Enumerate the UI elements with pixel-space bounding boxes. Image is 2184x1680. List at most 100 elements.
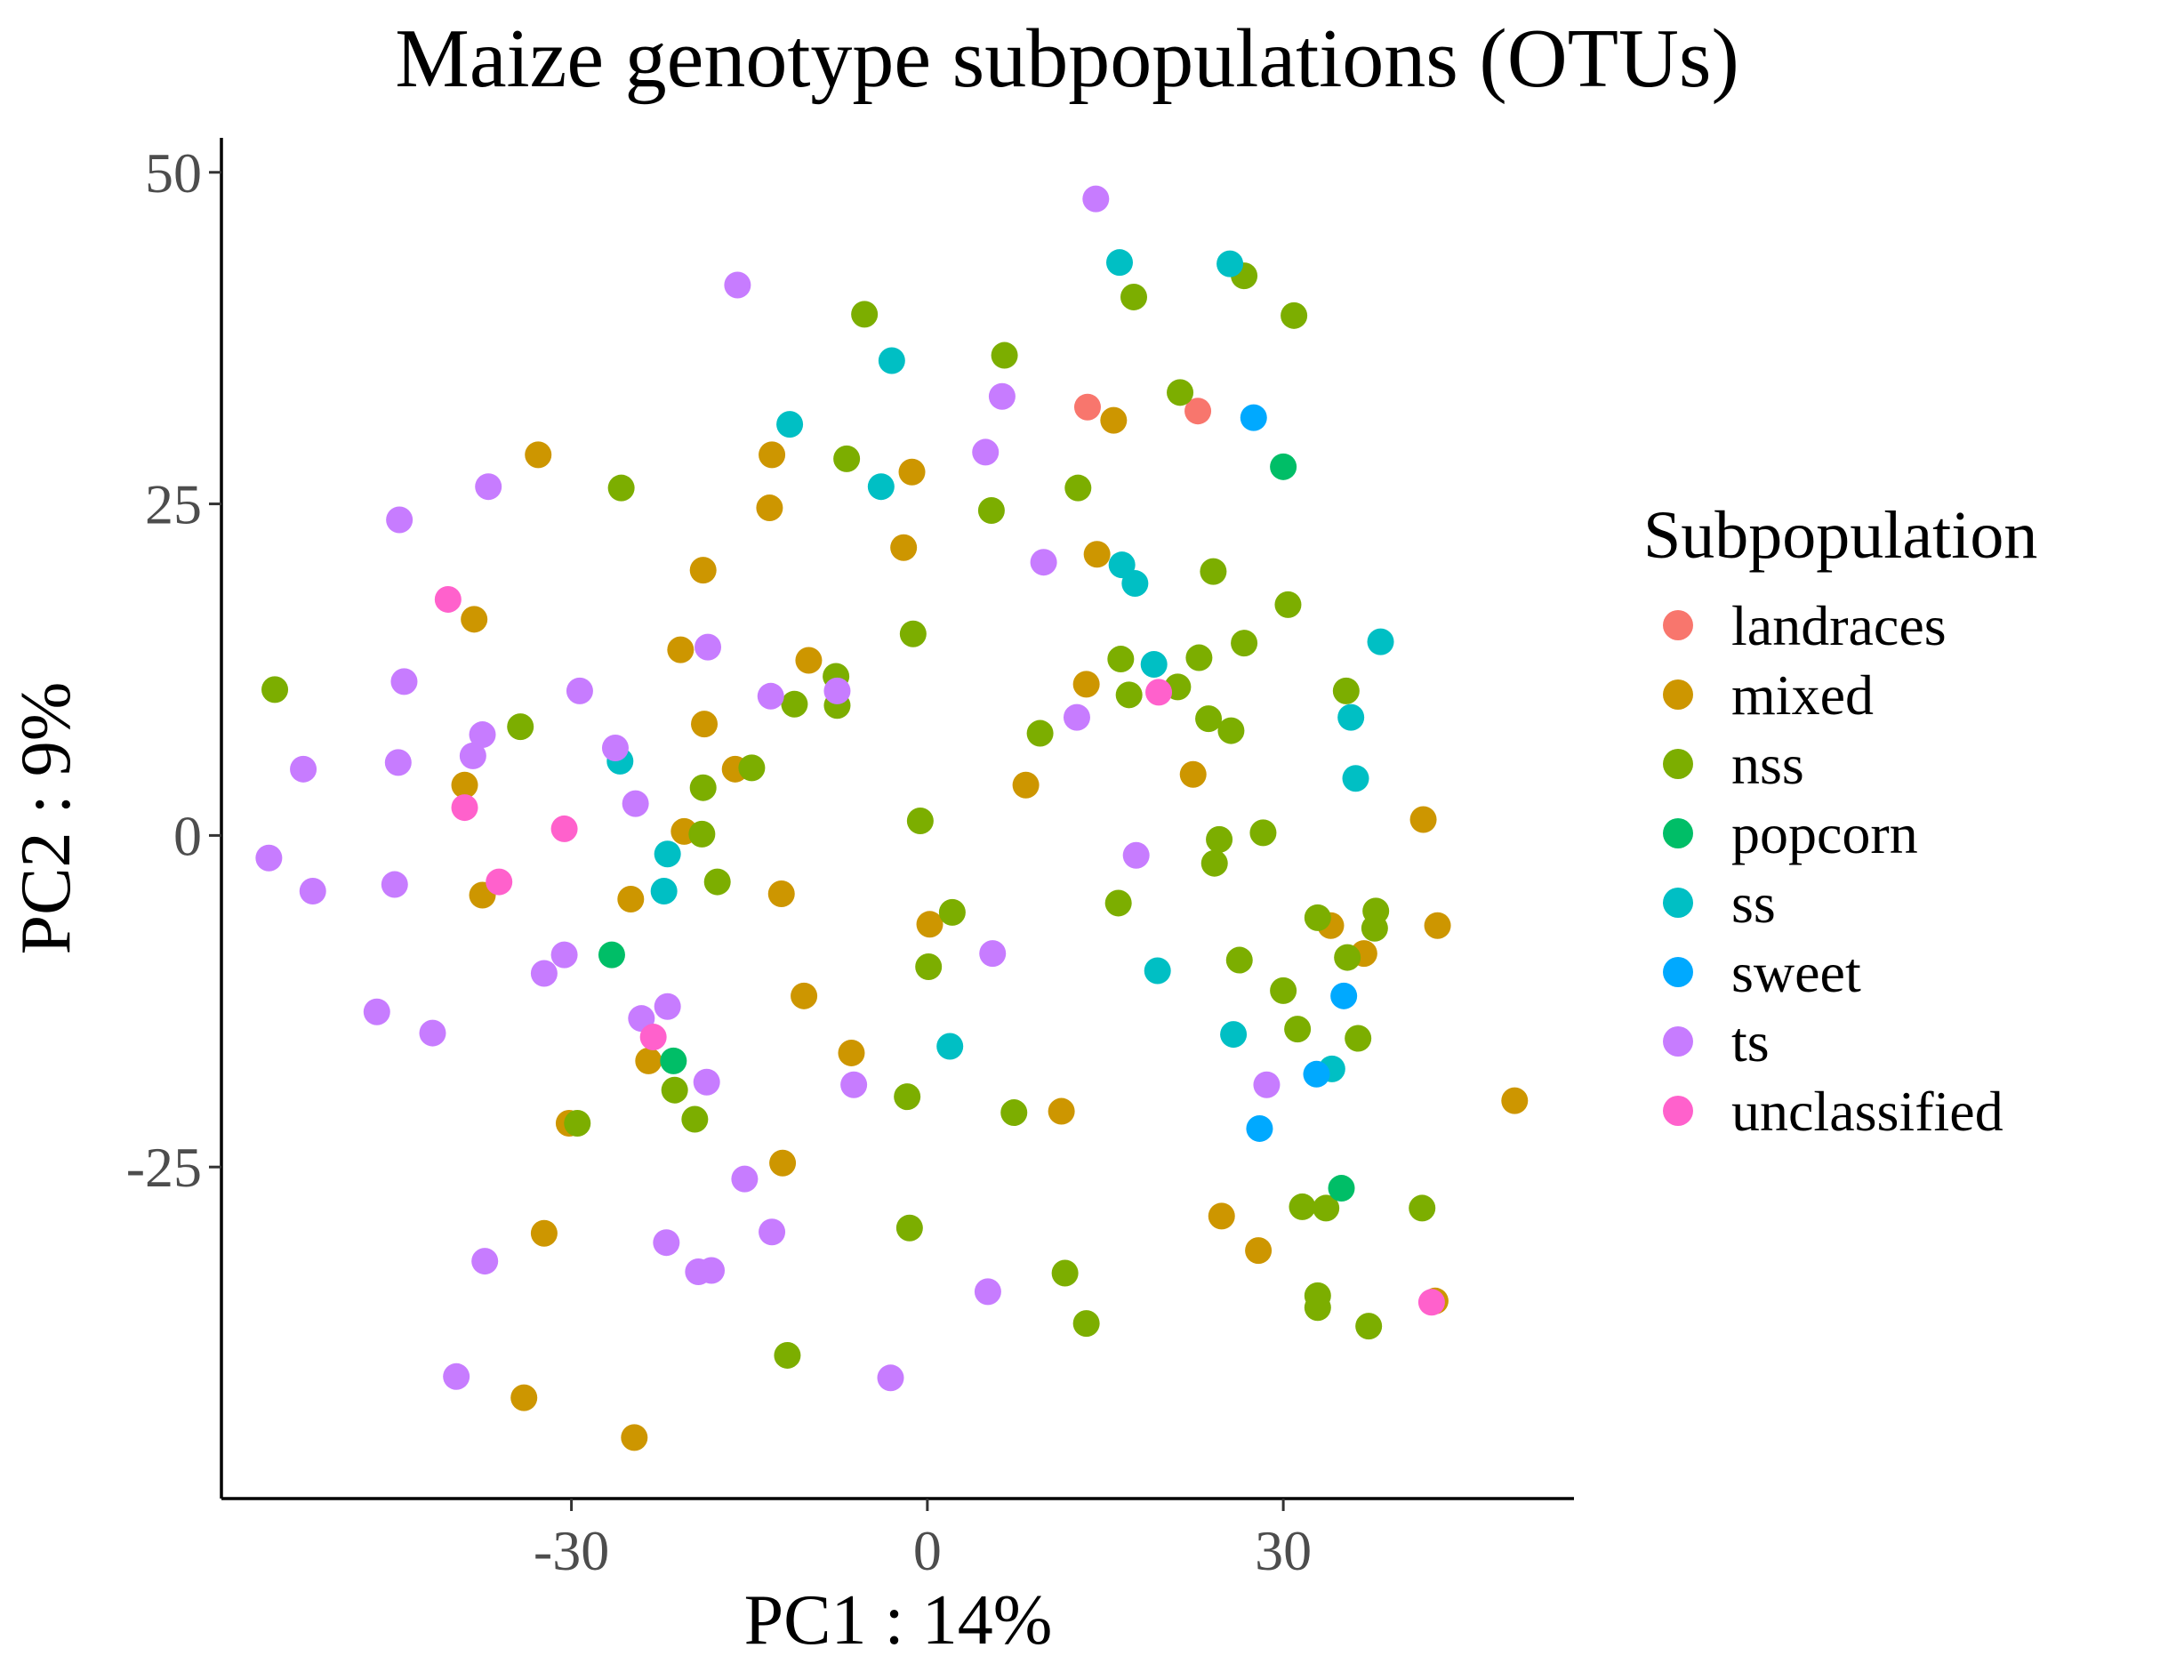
- legend-marker-nss: [1663, 749, 1693, 779]
- legend-marker-popcorn: [1663, 818, 1693, 848]
- x-axis-ticks: -30 0 30: [534, 1499, 1312, 1582]
- data-point-ts: [840, 1071, 868, 1098]
- data-point-mixed: [890, 534, 918, 561]
- data-point-popcorn: [598, 941, 625, 969]
- data-point-nss: [894, 1083, 921, 1111]
- data-point-unclassified: [1145, 679, 1173, 706]
- data-point-mixed: [1048, 1097, 1075, 1125]
- y-tick-label: 50: [145, 141, 202, 205]
- data-point-nss: [1409, 1194, 1436, 1222]
- legend-label-ts: ts: [1731, 1010, 1770, 1073]
- data-point-mixed: [1100, 406, 1128, 434]
- data-point-ss: [650, 878, 678, 905]
- legend-label-unclassified: unclassified: [1731, 1080, 2003, 1143]
- data-point-ss: [1108, 551, 1136, 579]
- y-axis-ticks: 50 25 0 -25: [126, 141, 221, 1199]
- data-point-landraces: [1073, 393, 1101, 421]
- data-point-ts: [601, 734, 629, 761]
- data-point-ts: [419, 1019, 446, 1047]
- data-point-nss: [1281, 301, 1308, 329]
- data-point-nss: [1249, 819, 1277, 847]
- data-point-mixed: [791, 982, 818, 1009]
- x-tick-label: 30: [1255, 1519, 1312, 1582]
- data-point-mixed: [1179, 760, 1207, 788]
- data-point-nss: [1115, 681, 1143, 709]
- data-point-mixed: [795, 647, 823, 674]
- data-point-mixed: [1245, 1237, 1273, 1265]
- data-point-ss: [776, 411, 804, 438]
- data-point-mixed: [530, 1219, 558, 1247]
- data-point-ts: [1082, 185, 1110, 213]
- data-point-unclassified: [639, 1024, 667, 1051]
- data-point-nss: [781, 690, 808, 718]
- data-point-mixed: [451, 771, 478, 799]
- data-point-nss: [507, 713, 534, 741]
- data-point-popcorn: [1270, 453, 1297, 480]
- legend-title: Subpopulation: [1643, 498, 2037, 573]
- data-point-ts: [654, 993, 681, 1020]
- data-point-nss: [1072, 1310, 1100, 1338]
- data-point-mixed: [525, 441, 552, 469]
- data-point-unclassified: [550, 815, 578, 842]
- data-point-nss: [703, 868, 731, 896]
- data-point-mixed: [1424, 912, 1451, 939]
- data-point-popcorn: [660, 1047, 687, 1074]
- legend-marker-ts: [1663, 1026, 1693, 1057]
- legend-marker-sweet: [1663, 957, 1693, 987]
- data-point-sweet: [1303, 1060, 1330, 1088]
- data-point-nss: [1304, 1294, 1331, 1322]
- data-point-ts: [759, 1218, 786, 1246]
- data-point-nss: [1231, 630, 1258, 657]
- data-point-ts: [695, 633, 722, 661]
- y-tick-label: -25: [126, 1136, 202, 1199]
- legend-marker-landraces: [1663, 610, 1693, 640]
- data-point-nss: [906, 807, 934, 834]
- data-point-nss: [1225, 946, 1253, 974]
- data-point-nss: [261, 676, 289, 703]
- legend-label-ss: ss: [1731, 872, 1776, 935]
- legend-label-mixed: mixed: [1731, 663, 1874, 727]
- data-point-ts: [290, 755, 317, 783]
- data-point-ts: [698, 1257, 726, 1284]
- data-point-ss: [1342, 765, 1369, 792]
- data-point-nss: [1217, 717, 1245, 744]
- data-point-nss: [1355, 1313, 1383, 1340]
- data-point-mixed: [767, 880, 795, 907]
- x-tick-label: -30: [534, 1519, 609, 1582]
- data-point-mixed: [1409, 806, 1437, 833]
- data-point-ts: [1063, 703, 1090, 731]
- data-point-ts: [622, 790, 649, 817]
- data-point-ts: [979, 940, 1007, 968]
- data-point-nss: [661, 1076, 688, 1104]
- data-point-ts: [550, 941, 578, 969]
- data-point-mixed: [689, 557, 717, 584]
- data-point-ts: [757, 682, 784, 710]
- data-point-ts: [1253, 1071, 1281, 1098]
- data-point-ts: [693, 1068, 720, 1096]
- data-point-mixed: [759, 441, 786, 469]
- data-point-ts: [299, 878, 326, 905]
- data-point-ts: [724, 271, 751, 299]
- data-point-popcorn: [1328, 1175, 1355, 1202]
- data-point-ss: [1121, 570, 1149, 598]
- data-point-mixed: [667, 636, 695, 663]
- data-point-ss: [878, 347, 905, 374]
- data-point-mixed: [510, 1384, 538, 1411]
- plot-area: 50 25 0 -25 -30 0 30: [126, 138, 1574, 1582]
- data-point-mixed: [1208, 1202, 1235, 1230]
- data-points: [255, 185, 1529, 1451]
- data-point-nss: [1206, 825, 1233, 853]
- data-point-ts: [390, 668, 418, 695]
- data-point-nss: [774, 1341, 801, 1369]
- data-point-mixed: [461, 606, 488, 633]
- data-point-ts: [731, 1165, 759, 1193]
- data-point-nss: [1284, 1016, 1312, 1043]
- data-point-ss: [1105, 249, 1133, 277]
- x-axis-label: PC1 : 14%: [744, 1581, 1053, 1660]
- data-point-sweet: [1240, 404, 1267, 431]
- data-point-ts: [877, 1364, 904, 1392]
- data-point-nss: [899, 620, 927, 647]
- data-point-mixed: [916, 911, 943, 938]
